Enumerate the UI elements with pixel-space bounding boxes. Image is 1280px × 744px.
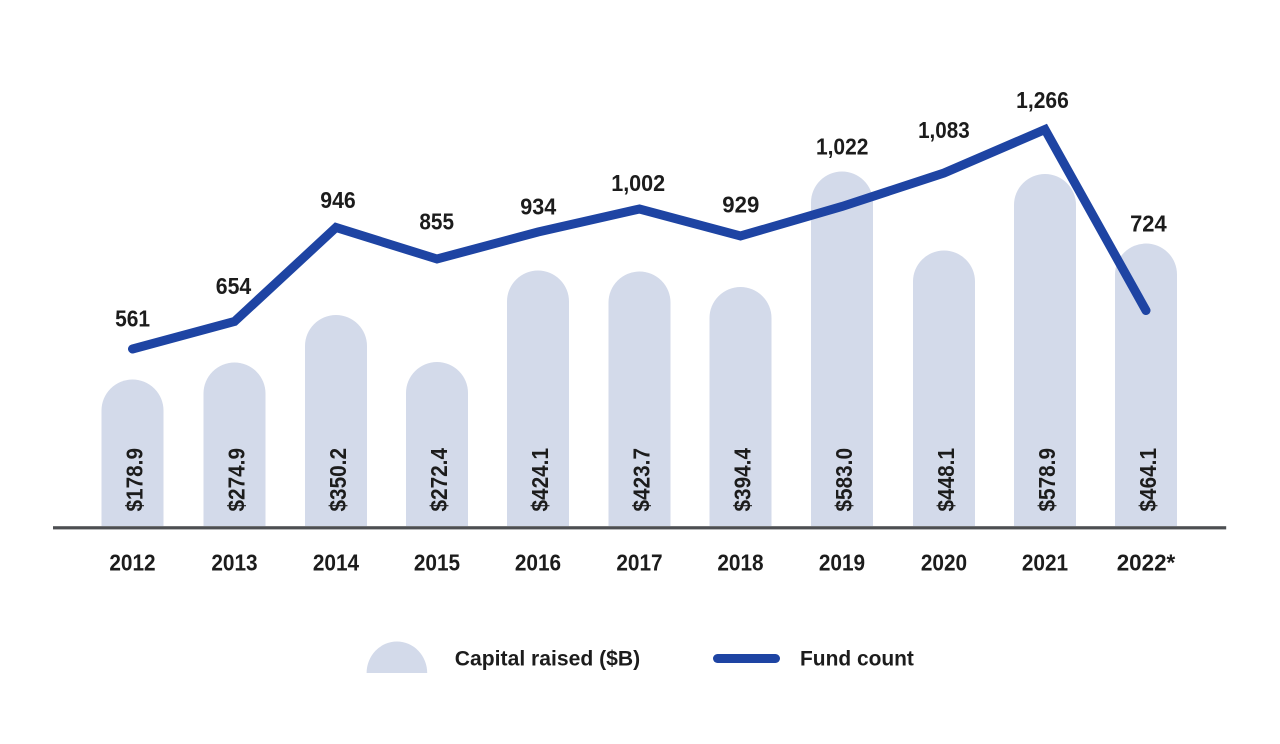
svg-text:2021: 2021 [1022,550,1068,576]
svg-text:$583.0: $583.0 [831,448,857,512]
svg-text:1,002: 1,002 [611,170,665,196]
svg-text:Capital raised ($B): Capital raised ($B) [455,647,640,671]
svg-text:$578.9: $578.9 [1034,448,1060,512]
svg-text:561: 561 [115,306,150,332]
svg-text:$423.7: $423.7 [629,448,655,512]
svg-text:929: 929 [722,192,759,218]
svg-text:2018: 2018 [717,550,763,576]
svg-text:855: 855 [419,208,454,234]
svg-text:$464.1: $464.1 [1135,448,1161,512]
svg-text:$394.4: $394.4 [730,448,756,512]
svg-text:$178.9: $178.9 [122,448,148,512]
svg-text:2019: 2019 [819,550,865,576]
svg-text:$448.1: $448.1 [933,448,959,512]
svg-text:$272.4: $272.4 [426,448,452,512]
svg-text:$424.1: $424.1 [527,448,553,512]
svg-text:724: 724 [1130,211,1167,237]
svg-text:654: 654 [216,273,252,299]
svg-text:1,266: 1,266 [1016,87,1069,113]
svg-text:2022*: 2022* [1117,550,1176,576]
svg-text:2016: 2016 [515,550,561,576]
svg-text:946: 946 [320,187,356,213]
svg-text:$274.9: $274.9 [224,448,250,512]
svg-text:934: 934 [520,194,556,220]
svg-text:1,022: 1,022 [816,134,869,160]
svg-text:2013: 2013 [211,550,257,576]
svg-text:2012: 2012 [109,550,155,576]
svg-text:2020: 2020 [921,550,967,576]
svg-text:Fund count: Fund count [800,647,914,671]
svg-text:$350.2: $350.2 [325,448,351,512]
svg-text:1,083: 1,083 [918,117,970,143]
svg-text:2015: 2015 [414,550,460,576]
svg-text:2014: 2014 [313,550,359,576]
svg-text:2017: 2017 [616,550,662,576]
